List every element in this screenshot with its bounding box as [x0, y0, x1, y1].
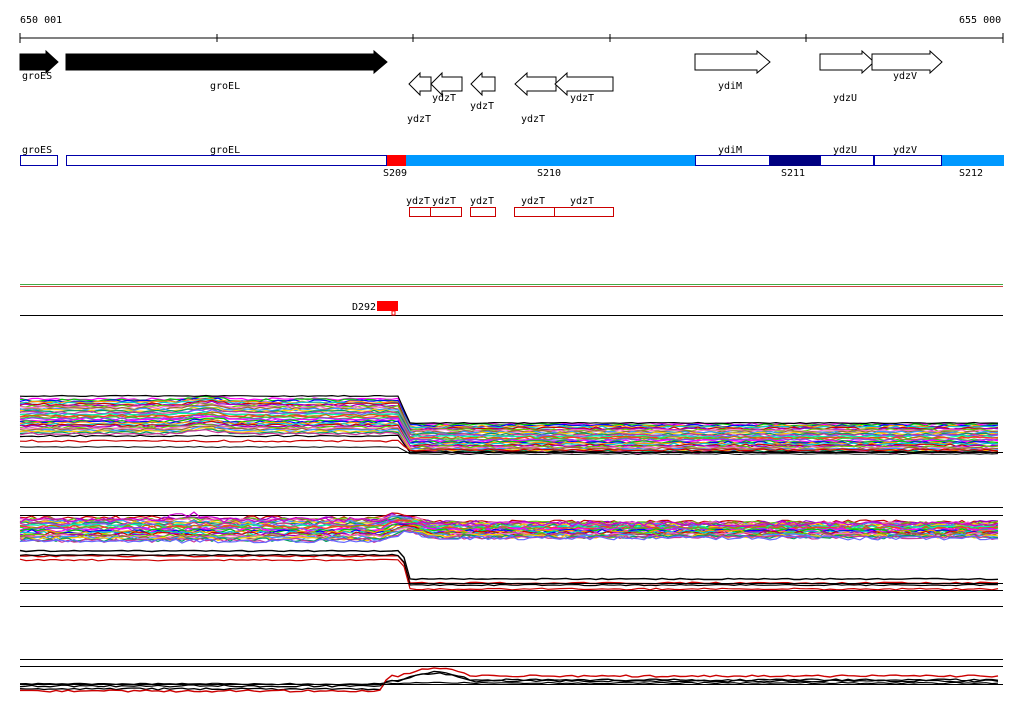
gene-arrow-ydzT-5[interactable]: ydzT — [554, 71, 614, 104]
profile-line — [19, 670, 999, 691]
profile-line — [19, 402, 999, 433]
profile-line — [19, 530, 999, 544]
region-label: groEL — [210, 145, 240, 156]
region-box-ydiM[interactable]: ydiM — [695, 145, 770, 166]
gene-label: groES — [22, 71, 52, 82]
gene-arrow-ydzU[interactable]: ydzU — [819, 49, 875, 104]
region-label: ydzU — [833, 145, 857, 156]
gene-label: ydiM — [718, 81, 742, 92]
reverse-region-ydzT-4[interactable]: ydzT — [514, 196, 555, 217]
profile-line — [19, 529, 999, 544]
gene-arrows-track: groES groEL ydzT ydzT ydzT ydzT ydzT yd — [19, 49, 943, 125]
profile-line — [19, 412, 999, 441]
gene-arrow-ydzV[interactable]: ydzV — [871, 49, 943, 82]
gene-arrow-ydzT-3[interactable]: ydzT — [470, 71, 496, 112]
region-box-groEL[interactable]: groEL — [66, 145, 387, 166]
reverse-region-ydzT-3[interactable]: ydzT — [470, 196, 496, 217]
profile-line — [19, 681, 999, 686]
region-label: ydzT — [406, 196, 430, 207]
gene-label: ydzT — [470, 101, 494, 112]
gene-arrow-ydzT-1[interactable]: ydzT — [407, 71, 432, 125]
coordinate-ruler: 650 001 655 000 — [19, 15, 1004, 43]
segment-label-S212: S212 — [959, 168, 983, 179]
gene-arrow-ydzT-4[interactable]: ydzT — [514, 71, 557, 125]
profile-line — [19, 520, 999, 531]
gene-label: ydzT — [521, 114, 545, 125]
segment-track: groES groEL ydiM ydzU ydzV S209 S210 S21… — [20, 145, 1004, 179]
profile-line — [19, 522, 999, 533]
region-label: ydzT — [470, 196, 494, 207]
reverse-region-ydzT-5[interactable]: ydzT — [554, 196, 614, 217]
ruler-ticks — [19, 33, 1004, 43]
reverse-region-track: ydzT ydzT ydzT ydzT ydzT — [406, 196, 614, 217]
gene-label: ydzT — [570, 93, 594, 104]
segment-label-S210: S210 — [537, 168, 561, 179]
region-label: ydzT — [432, 196, 456, 207]
segment-bar-S211[interactable] — [769, 155, 820, 166]
reverse-region-ydzT-2[interactable]: ydzT — [430, 196, 462, 217]
gene-label: ydzU — [833, 93, 857, 104]
expression-profile-track-3 — [19, 659, 1003, 693]
profile-line — [19, 399, 999, 431]
feature-marker-tick — [391, 310, 396, 316]
gene-arrow-ydiM[interactable]: ydiM — [694, 49, 771, 92]
profile-line — [19, 553, 999, 587]
region-box-ydzV[interactable]: ydzV — [874, 145, 942, 166]
profile-line — [19, 407, 999, 437]
region-label: ydzT — [570, 196, 594, 207]
region-box-groES[interactable]: groES — [20, 145, 58, 166]
profile-line — [19, 558, 999, 591]
profile-line — [19, 394, 999, 426]
ruler-end-label: 655 000 — [959, 15, 1001, 26]
segment-bar-S210[interactable] — [406, 155, 695, 166]
gene-label: ydzV — [893, 71, 917, 82]
region-label: ydzT — [521, 196, 545, 207]
gene-label: groEL — [210, 81, 240, 92]
feature-marker-label: D292 — [352, 302, 376, 313]
profile-line — [19, 511, 999, 528]
region-box-ydzU[interactable]: ydzU — [820, 145, 874, 166]
region-label: groES — [22, 145, 52, 156]
segment-label-S209: S209 — [383, 168, 407, 179]
profile-line — [20, 667, 999, 693]
profile-line — [19, 529, 999, 543]
profile-line — [19, 439, 999, 452]
profile-line — [19, 549, 999, 581]
gene-label: ydzT — [432, 93, 456, 104]
region-label: ydiM — [718, 145, 742, 156]
gene-arrow-groEL[interactable]: groEL — [65, 49, 388, 92]
gene-arrow-groES[interactable]: groES — [19, 49, 59, 82]
segment-bar-S209[interactable] — [387, 155, 406, 166]
expression-profile-track-1 — [19, 394, 1003, 456]
profile-line — [19, 445, 999, 456]
expression-profile-track-2 — [19, 507, 1003, 607]
profile-line — [19, 672, 999, 688]
profile-line — [19, 519, 999, 532]
ruler-start-label: 650 001 — [20, 15, 62, 26]
segment-label-S211: S211 — [781, 168, 805, 179]
gene-arrow-ydzT-2[interactable]: ydzT — [430, 71, 463, 104]
profile-line — [19, 418, 999, 446]
segment-bar-S212[interactable] — [942, 155, 1004, 166]
gene-label: ydzT — [407, 114, 431, 125]
baseline-track — [20, 284, 1003, 287]
reverse-region-ydzT-1[interactable]: ydzT — [406, 196, 431, 217]
region-label: ydzV — [893, 145, 917, 156]
feature-marker-bar[interactable] — [377, 301, 398, 311]
feature-marker-track: D292 — [20, 301, 1003, 316]
profile-line — [19, 394, 999, 425]
